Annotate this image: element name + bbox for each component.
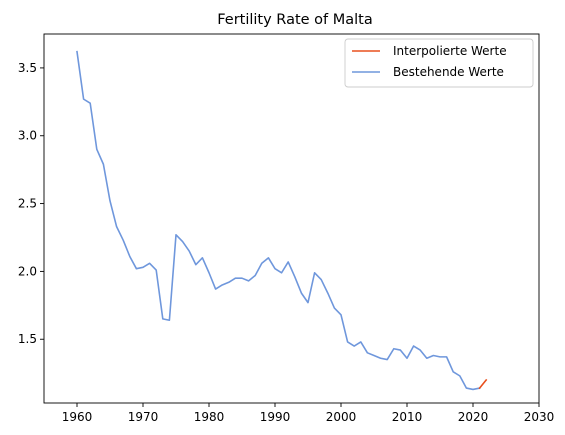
chart-title: Fertility Rate of Malta <box>217 12 373 28</box>
x-axis: 1960 1970 1980 1990 2000 2010 2020 2030 <box>62 403 555 424</box>
legend: Interpolierte Werte Bestehende Werte <box>345 39 533 87</box>
series-line-interpolated <box>480 380 487 388</box>
x-tick-label: 2020 <box>458 410 489 424</box>
series-layer <box>77 52 486 390</box>
y-tick-label: 3.0 <box>18 129 37 143</box>
x-tick-label: 2030 <box>524 410 555 424</box>
legend-label: Bestehende Werte <box>393 65 504 79</box>
plot-frame <box>44 34 539 403</box>
x-tick-label: 1970 <box>128 410 159 424</box>
y-tick-label: 3.5 <box>18 61 37 75</box>
x-tick-label: 2010 <box>392 410 423 424</box>
legend-label: Interpolierte Werte <box>393 44 507 58</box>
y-axis: 1.5 2.0 2.5 3.0 3.5 <box>18 61 44 346</box>
y-tick-label: 2.0 <box>18 264 37 278</box>
y-tick-label: 1.5 <box>18 332 37 346</box>
y-tick-label: 2.5 <box>18 197 37 211</box>
x-tick-label: 1990 <box>260 410 291 424</box>
series-line-existing <box>77 52 480 390</box>
x-tick-label: 1960 <box>62 410 93 424</box>
x-tick-label: 2000 <box>326 410 357 424</box>
x-tick-label: 1980 <box>194 410 225 424</box>
